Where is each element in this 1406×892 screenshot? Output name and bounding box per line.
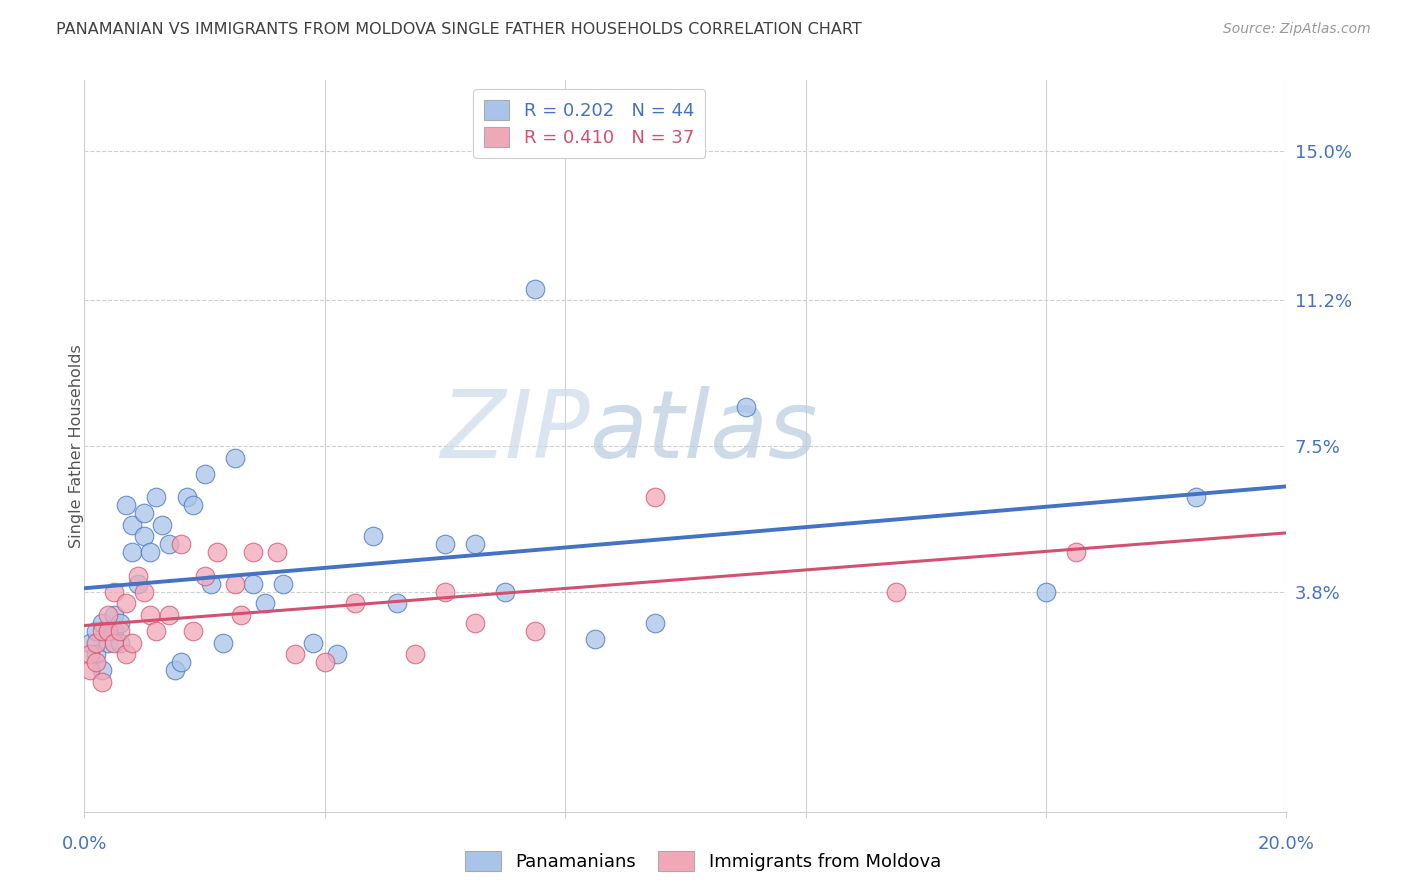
Point: [434, 537, 457, 551]
Point: [103, 635, 125, 649]
Point: [163, 663, 186, 677]
Point: [200, 576, 222, 591]
Point: [224, 576, 246, 591]
Point: [224, 450, 246, 465]
Point: [97, 608, 120, 623]
Point: [524, 282, 547, 296]
Point: [266, 545, 288, 559]
Point: [86, 624, 108, 638]
Point: [91, 615, 114, 630]
Point: [79, 635, 101, 649]
Point: [301, 635, 323, 649]
Point: [404, 648, 426, 662]
Point: [343, 596, 366, 610]
Point: [284, 648, 307, 662]
Point: [91, 675, 114, 690]
Text: 0.0%: 0.0%: [62, 835, 107, 854]
Y-axis label: Single Father Households: Single Father Households: [69, 344, 83, 548]
Legend: R = 0.202   N = 44, R = 0.410   N = 37: R = 0.202 N = 44, R = 0.410 N = 37: [474, 89, 706, 158]
Point: [134, 584, 156, 599]
Point: [110, 635, 132, 649]
Point: [385, 596, 408, 610]
Legend: Panamanians, Immigrants from Moldova: Panamanians, Immigrants from Moldova: [458, 844, 948, 879]
Point: [121, 517, 143, 532]
Point: [139, 545, 162, 559]
Point: [1035, 584, 1057, 599]
Point: [157, 537, 180, 551]
Point: [97, 624, 120, 638]
Point: [139, 608, 162, 623]
Point: [79, 663, 101, 677]
Point: [115, 648, 138, 662]
Point: [181, 624, 204, 638]
Text: PANAMANIAN VS IMMIGRANTS FROM MOLDOVA SINGLE FATHER HOUSEHOLDS CORRELATION CHART: PANAMANIAN VS IMMIGRANTS FROM MOLDOVA SI…: [56, 22, 862, 37]
Point: [97, 635, 120, 649]
Point: [115, 498, 138, 512]
Point: [127, 568, 149, 582]
Text: atlas: atlas: [589, 386, 817, 477]
Point: [103, 584, 125, 599]
Point: [134, 506, 156, 520]
Point: [79, 648, 101, 662]
Point: [157, 608, 180, 623]
Point: [884, 584, 907, 599]
Point: [145, 490, 167, 504]
Point: [494, 584, 516, 599]
Point: [194, 568, 217, 582]
Point: [464, 615, 486, 630]
Point: [103, 624, 125, 638]
Point: [194, 467, 217, 481]
Point: [86, 648, 108, 662]
Point: [434, 584, 457, 599]
Point: [110, 624, 132, 638]
Point: [134, 529, 156, 543]
Point: [229, 608, 252, 623]
Point: [583, 632, 606, 646]
Point: [1064, 545, 1087, 559]
Point: [644, 490, 666, 504]
Text: ZIP: ZIP: [440, 386, 589, 477]
Point: [181, 498, 204, 512]
Point: [314, 655, 336, 669]
Point: [86, 635, 108, 649]
Point: [145, 624, 167, 638]
Point: [253, 596, 276, 610]
Point: [242, 576, 264, 591]
Point: [326, 648, 349, 662]
Point: [169, 537, 191, 551]
Point: [1185, 490, 1208, 504]
Point: [86, 655, 108, 669]
Point: [91, 663, 114, 677]
Point: [121, 545, 143, 559]
Point: [211, 635, 233, 649]
Point: [91, 624, 114, 638]
Point: [644, 615, 666, 630]
Point: [115, 596, 138, 610]
Point: [271, 576, 294, 591]
Point: [103, 608, 125, 623]
Point: [110, 615, 132, 630]
Point: [242, 545, 264, 559]
Point: [734, 400, 756, 414]
Point: [121, 635, 143, 649]
Point: [524, 624, 547, 638]
Point: [205, 545, 228, 559]
Point: [169, 655, 191, 669]
Point: [127, 576, 149, 591]
Point: [176, 490, 198, 504]
Point: [464, 537, 486, 551]
Text: Source: ZipAtlas.com: Source: ZipAtlas.com: [1223, 22, 1371, 37]
Point: [152, 517, 174, 532]
Point: [361, 529, 384, 543]
Text: 20.0%: 20.0%: [1258, 835, 1315, 854]
